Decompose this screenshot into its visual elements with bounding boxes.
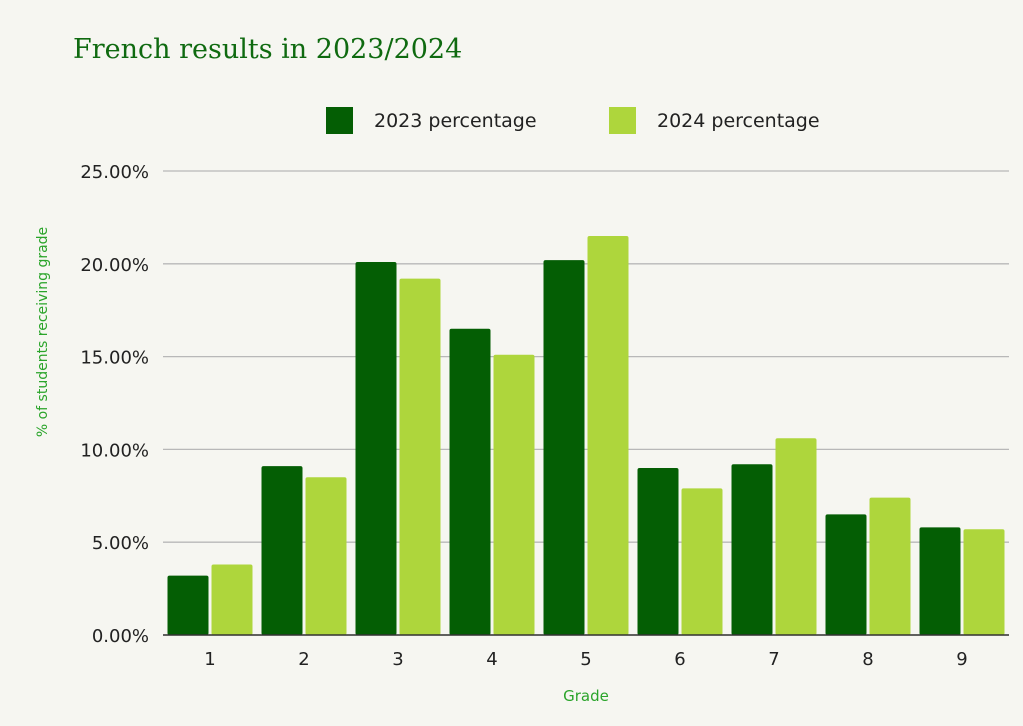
bar-2023-grade-3 [355,261,397,635]
y-tick-label: 0.00% [92,626,149,647]
bar-2024-grade-6 [681,488,723,635]
bar-2023-grade-9 [919,527,961,635]
y-axis-title: % of students receiving grade [35,227,51,437]
bar-2023-grade-7 [731,464,773,635]
x-tick-label: 6 [674,649,685,670]
legend: 2023 percentage 2024 percentage [0,107,1023,137]
x-tick-label: 7 [768,649,779,670]
legend-item-2023: 2023 percentage [326,107,537,134]
x-tick-label: 9 [956,649,967,670]
bar-2023-grade-8 [825,514,867,635]
bar-2024-grade-8 [869,497,911,635]
y-tick-label: 20.00% [80,255,149,276]
bar-2023-grade-6 [637,467,679,635]
bar-2023-grade-5 [543,260,585,635]
bar-2024-grade-9 [963,529,1005,635]
x-tick-label: 1 [204,649,215,670]
x-tick-label: 4 [486,649,497,670]
bar-2023-grade-2 [261,466,303,635]
x-tick-label: 5 [580,649,591,670]
bar-2024-grade-4 [493,354,535,635]
chart-title: French results in 2023/2024 [73,34,463,65]
bar-2024-grade-1 [211,564,253,635]
x-tick-label: 2 [298,649,309,670]
x-tick-label: 3 [392,649,403,670]
x-tick-label: 8 [862,649,873,670]
legend-swatch-2024 [609,107,636,134]
y-tick-label: 15.00% [80,348,149,369]
bar-2024-grade-3 [399,278,441,635]
x-axis-title: Grade [563,687,609,705]
legend-swatch-2023 [326,107,353,134]
legend-label-2023: 2023 percentage [374,109,537,132]
bar-2024-grade-5 [587,235,629,635]
y-tick-label: 5.00% [92,533,149,554]
y-tick-label: 10.00% [80,440,149,461]
bar-2023-grade-4 [449,328,491,635]
legend-item-2024: 2024 percentage [609,107,820,134]
legend-label-2024: 2024 percentage [657,109,820,132]
bar-2023-grade-1 [167,575,209,635]
y-tick-label: 25.00% [80,162,149,183]
bar-2024-grade-2 [305,477,347,635]
bar-2024-grade-7 [775,438,817,635]
